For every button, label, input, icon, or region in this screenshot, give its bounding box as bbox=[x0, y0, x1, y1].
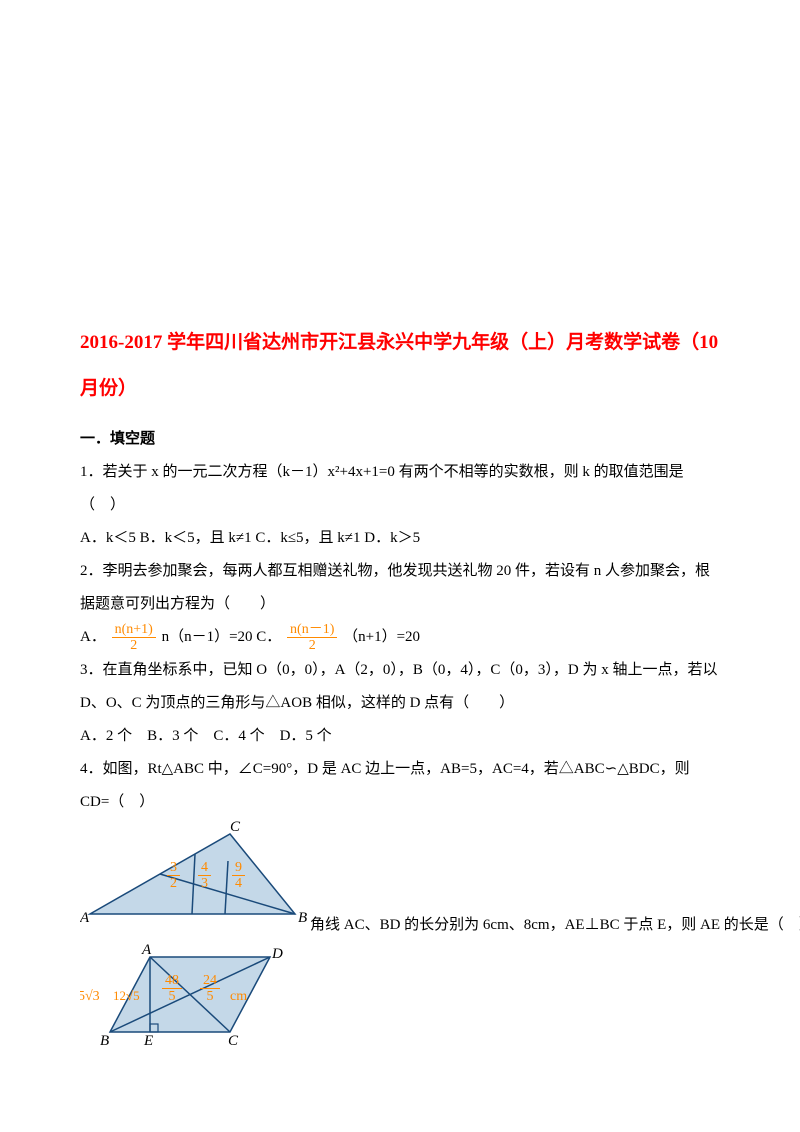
svg-text:12√5: 12√5 bbox=[113, 988, 140, 1003]
q2-mid: n（n－1）=20 C． bbox=[162, 629, 282, 645]
question-2: 2．李明去参加聚会，每两人都互相赠送礼物，他发现共送礼物 20 件，若设有 n … bbox=[80, 555, 720, 654]
question-1: 1．若关于 x 的一元二次方程（k－1）x²+4x+1=0 有两个不相等的实数根… bbox=[80, 456, 720, 555]
svg-text:C: C bbox=[230, 819, 241, 835]
rhombus-figure: A D B C E 5√3 12√5 485 245 cm bbox=[80, 942, 310, 1065]
q1-options: A．k＜5 B．k＜5，且 k≠1 C．k≤5，且 k≠1 D．k＞5 bbox=[80, 522, 720, 555]
fraction-icon: n(n+1) 2 bbox=[112, 622, 156, 654]
question-4: 4．如图，Rt△ABC 中，∠C=90°，D 是 AC 边上一点，AB=5，AC… bbox=[80, 753, 720, 819]
q3-text: 3．在直角坐标系中，已知 O（0，0），A（2，0），B（0，4），C（0，3）… bbox=[80, 654, 720, 720]
triangle-figure: A B C 32 43 94 bbox=[80, 819, 310, 942]
q5-tail: 角线 AC、BD 的长分别为 6cm、8cm，AE⊥BC 于点 E，则 AE 的… bbox=[310, 909, 720, 942]
question-5-row: A B C 32 43 94 角线 AC、BD 的长分别为 6cm、8cm，AE… bbox=[80, 819, 720, 942]
q3-options: A．2 个 B．3 个 C．4 个 D．5 个 bbox=[80, 720, 720, 753]
svg-text:C: C bbox=[228, 1033, 239, 1049]
q4-text: 4．如图，Rt△ABC 中，∠C=90°，D 是 AC 边上一点，AB=5，AC… bbox=[80, 753, 720, 819]
svg-text:B: B bbox=[298, 910, 307, 926]
question-6-row: A D B C E 5√3 12√5 485 245 cm bbox=[80, 942, 720, 1065]
q2-options: A． n(n+1) 2 n（n－1）=20 C． n(n－1) 2 （n+1）=… bbox=[80, 621, 720, 654]
svg-text:B: B bbox=[100, 1033, 109, 1049]
fraction-icon: n(n－1) 2 bbox=[287, 622, 337, 654]
svg-text:5√3: 5√3 bbox=[80, 989, 100, 1004]
svg-text:cm: cm bbox=[230, 989, 247, 1004]
svg-text:E: E bbox=[143, 1033, 153, 1049]
svg-text:A: A bbox=[141, 942, 152, 958]
q1-text: 1．若关于 x 的一元二次方程（k－1）x²+4x+1=0 有两个不相等的实数根… bbox=[80, 456, 720, 522]
q2-optA-label: A． bbox=[80, 629, 106, 645]
exam-title: 2016-2017 学年四川省达州市开江县永兴中学九年级（上）月考数学试卷（10… bbox=[80, 320, 720, 411]
q2-text: 2．李明去参加聚会，每两人都互相赠送礼物，他发现共送礼物 20 件，若设有 n … bbox=[80, 555, 720, 621]
svg-text:D: D bbox=[271, 946, 283, 962]
q2-tail: （n+1）=20 bbox=[343, 629, 420, 645]
section-header: 一．填空题 bbox=[80, 423, 720, 456]
question-3: 3．在直角坐标系中，已知 O（0，0），A（2，0），B（0，4），C（0，3）… bbox=[80, 654, 720, 753]
svg-text:A: A bbox=[80, 910, 90, 926]
